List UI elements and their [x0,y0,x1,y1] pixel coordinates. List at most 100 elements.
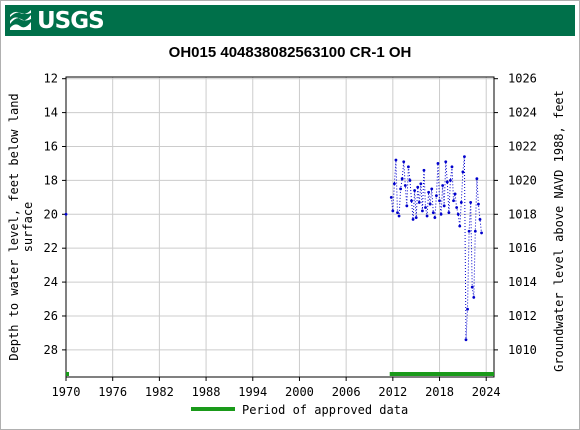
chart-title: OH015 404838082563100 CR-1 OH [168,44,412,61]
data-point [64,212,68,216]
data-point [442,204,446,208]
grid-lines [65,77,494,377]
y-axis-right-label: Groundwater level above NAVD 1988, feet [552,90,566,372]
data-point [424,206,427,209]
data-point [441,184,445,187]
data-point [472,295,476,299]
x-tick-label: 1988 [192,385,221,399]
data-point [391,209,395,213]
y-axis-left-label-line2: surface [21,202,35,253]
usgs-header-bar: USGS [5,5,575,36]
y-right-tick-label: 1022 [508,139,537,153]
data-point [444,160,448,164]
data-point [456,212,460,216]
y-left-tick-label: 20 [44,207,58,221]
data-point [438,199,441,203]
data-point [478,217,482,221]
data-point [422,168,426,172]
y-left-tick-label: 22 [44,241,58,255]
data-point [410,199,413,203]
y-left-tick-label: 24 [44,275,58,289]
data-point [470,285,474,289]
y-right-tick-label: 1024 [508,106,537,120]
data-point [435,194,438,198]
data-point [414,216,418,220]
plot-area-border [65,76,495,378]
y-left-tick-label: 14 [44,106,58,120]
data-point [396,211,399,214]
data-point [458,224,462,228]
x-tick-label: 2018 [425,385,454,399]
approved-period-bar [389,372,494,376]
data-point [436,162,440,165]
data-point [402,160,406,164]
data-point [447,211,451,214]
data-point [433,216,437,220]
x-tick-label: 2000 [285,385,314,399]
data-point [469,201,473,204]
data-point [397,214,401,218]
data-point [480,231,483,235]
data-point [421,209,424,213]
approved-period-bar [66,372,69,376]
usgs-logo-text: USGS [37,8,105,34]
data-point [461,170,465,174]
data-point [477,202,480,206]
x-tick-label: 1982 [145,385,174,399]
data-point [445,180,449,184]
data-point [400,177,404,181]
data-point [428,202,432,206]
approved-periods [66,372,494,376]
legend-swatch [191,407,235,411]
y-axis-left-ticks: 12 14 16 18 20 22 24 26 28 [44,72,66,357]
y-axis-right-ticks: 1026 1024 1022 1020 1018 1016 1014 1012 1010 [494,72,537,357]
y-right-tick-label: 1026 [508,72,537,86]
data-point [455,206,459,209]
x-tick-label: 2024 [472,385,501,399]
data-point [425,214,429,218]
y-left-tick-label: 16 [44,139,58,153]
x-tick-label: 1970 [52,385,81,399]
data-series [64,155,483,342]
data-point [413,189,417,192]
data-point [466,307,469,311]
x-tick-label: 2012 [378,385,407,399]
data-point [467,229,471,233]
data-point [427,190,431,194]
y-right-tick-label: 1018 [508,207,537,221]
data-point [419,182,423,186]
data-point [475,177,479,181]
data-point [416,185,420,189]
y-axis-left-label-line1: Depth to water level, feet below land [7,93,21,360]
y-right-tick-label: 1016 [508,241,537,255]
data-point [405,204,409,208]
data-point [394,158,398,162]
series-line [390,156,482,340]
data-point [463,155,466,159]
y-left-tick-label: 18 [44,173,58,187]
y-right-tick-label: 1010 [508,343,537,357]
usgs-wave-icon [10,10,31,30]
data-point [439,212,443,216]
y-right-tick-label: 1012 [508,309,537,323]
x-tick-label: 1976 [98,385,127,399]
data-point [431,211,435,214]
data-point [473,229,477,233]
y-right-tick-label: 1014 [508,275,537,289]
usgs-logo[interactable]: USGS [9,8,105,34]
x-tick-label: 2006 [332,385,361,399]
data-point [417,201,421,204]
y-right-tick-label: 1020 [508,173,537,187]
data-point [411,217,415,221]
data-point [450,165,454,169]
data-point [459,201,463,204]
data-point [407,165,410,169]
data-point [403,184,407,187]
y-left-tick-label: 12 [44,72,58,86]
data-point [452,199,455,203]
y-left-tick-label: 26 [44,309,58,323]
data-point [453,192,457,196]
legend: Period of approved data [191,403,408,417]
data-point [399,187,403,191]
